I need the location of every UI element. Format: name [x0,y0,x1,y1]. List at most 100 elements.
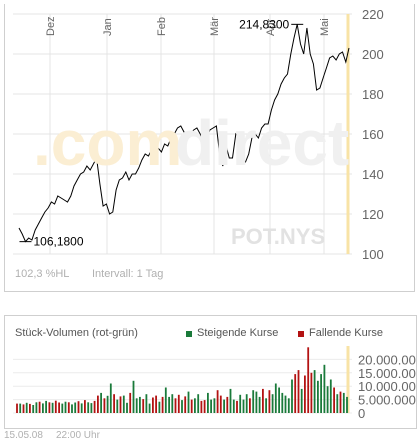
volume-bar [145,394,148,413]
price-line [18,24,350,243]
x-tick-label: Apr [265,19,277,36]
volume-bar [284,395,287,413]
volume-bar [336,394,339,413]
volume-bar [106,395,109,413]
volume-bar [74,402,77,413]
volume-bar [58,402,60,413]
volume-bar [97,395,99,413]
volume-bar [287,398,290,413]
price-chart: 100 120 140 160 180 200 220 Dez Jan Feb Mär Apr Mai 2… [13,7,384,262]
x-tick-label: Jan [102,18,114,36]
volume-bar [210,399,212,413]
x-tick-label: Feb [156,17,168,36]
volume-bar [71,404,73,413]
x-tick-label: Dez [45,16,57,36]
y-tick-label: 120 [362,207,384,222]
volume-bar [80,403,83,413]
legend-rising-label: Steigende Kurse [197,327,279,339]
footer-time: 22:00 Uhr [56,430,100,441]
y-tick-label: 100 [362,247,384,262]
watermark-com: .com [33,107,183,179]
volume-bar [197,394,200,413]
volume-bar [304,375,306,413]
volume-tick-label: 10.000.000 [358,379,416,394]
volume-bar [187,391,190,413]
volume-bar [262,388,264,413]
volume-bar [281,392,284,413]
volume-tick-label: 20.000.000 [358,352,416,367]
volume-bar [252,390,255,413]
volume-bar [333,387,335,413]
volume-bar [255,391,258,413]
volume-bar [317,380,319,413]
volume-bar [51,402,54,413]
price-chart-panel: 100 120 140 160 180 200 220 Dez Jan Feb Mär Apr Mai 2… [4,4,415,292]
volume-bar [29,403,31,413]
volume-bar [320,374,322,413]
volume-bar [329,379,332,413]
volume-bar [16,403,18,413]
y-tick-label: 160 [362,127,384,142]
min-label: 106,1800 [33,235,83,249]
watermark-direct: direct [175,107,350,179]
legend-rising-swatch [186,331,192,337]
volume-bar [100,392,102,413]
volume-bar [181,400,183,413]
volume-bar [265,398,267,413]
volume-bar [242,399,245,413]
legend-falling-swatch [298,331,304,337]
volume-bar [32,405,35,413]
volume-chart-panel: 05.000.00010.000.00015.000.00020.000.000… [4,315,417,429]
footer-date: 15.05.08 [4,430,43,441]
volume-tick-label: 15.000.000 [358,366,416,381]
volume-bar [35,402,38,413]
volume-bar [152,397,154,413]
volume-tick-label: 0 [358,406,365,421]
volume-bar [148,403,151,413]
volume-bar [19,403,22,413]
volume-bar [229,388,232,413]
y-tick-label: 220 [362,7,384,22]
volume-bar [310,372,313,413]
volume-bar [168,396,170,413]
volume-bar [54,400,57,413]
volume-bar [200,400,203,413]
volume-bar [326,386,329,413]
volume-bar [177,394,180,413]
volume-bar [342,392,345,413]
volume-bar [158,401,161,413]
volume-bar [155,395,157,413]
volume-bar [139,396,141,413]
watermark-symbol: POT.NYS [231,224,326,249]
volume-bar [119,396,122,413]
volume-bar [67,402,70,413]
change-percent-label: 102,3 %HL [15,268,70,280]
x-tick-label: Mär [209,17,221,36]
volume-bar [294,374,297,413]
volume-bar [258,396,261,413]
volume-bar [109,383,112,413]
volume-bar [42,403,44,413]
volume-bar [174,398,177,413]
volume-bar [135,398,138,413]
volume-bar [164,387,167,413]
volume-bar [339,391,342,413]
volume-bar [274,383,277,413]
volume-bar [132,380,135,413]
volume-bar [249,398,251,413]
volume-bar [122,395,125,413]
volume-bar [245,394,248,413]
volume-bar [38,401,41,413]
x-tick-label: Mai [319,18,331,36]
volume-bar [113,394,115,413]
volume-bar [213,398,216,413]
volume-bar [126,402,128,413]
volume-bar [194,398,196,413]
y-tick-label: 200 [362,47,384,62]
volume-bar [61,403,64,413]
volume-bar [171,394,174,413]
volume-bar [22,404,25,413]
y-tick-label: 140 [362,167,384,182]
volume-bar [216,390,219,413]
